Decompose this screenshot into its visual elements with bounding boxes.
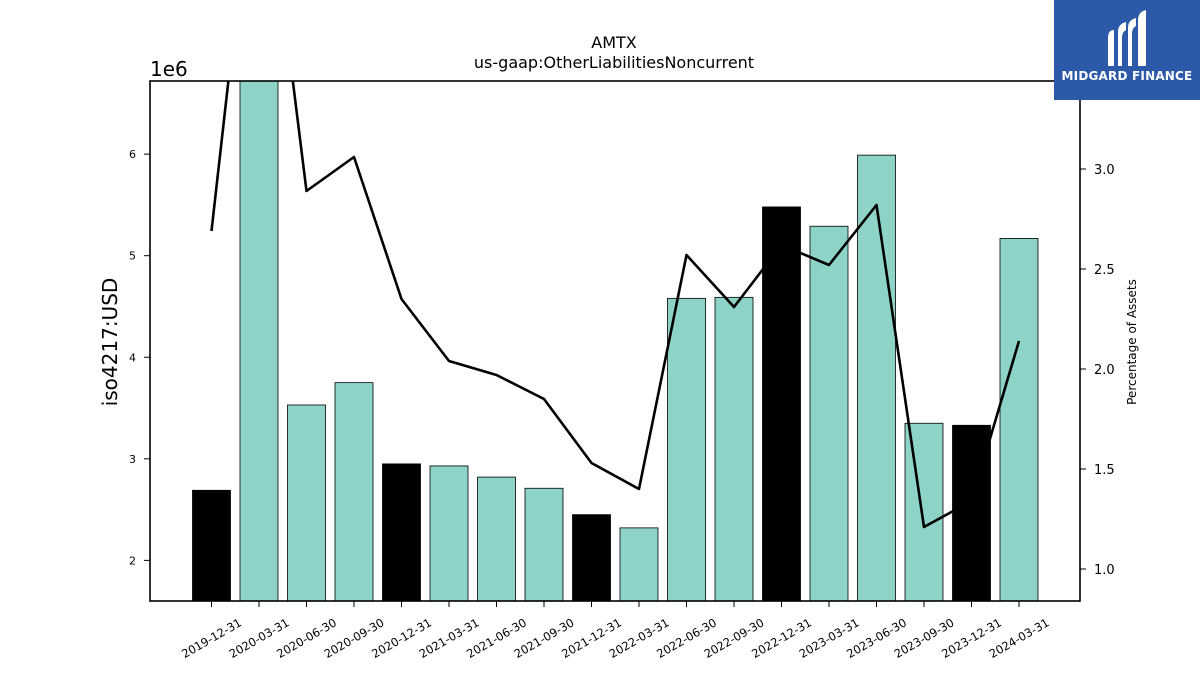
y2-tick-label: 1.0 (1094, 563, 1115, 578)
bar (999, 238, 1039, 601)
bar (239, 81, 279, 601)
bar (192, 489, 231, 601)
bar (429, 465, 469, 601)
bar (477, 476, 516, 601)
bar (572, 514, 611, 601)
bar (334, 382, 374, 601)
bars-layer (192, 81, 1039, 601)
y-axis-label: iso4217:USD (98, 278, 122, 407)
plot-frame (149, 80, 1081, 602)
left-axis: 2 3 4 5 6 (129, 148, 150, 567)
bar (524, 487, 564, 601)
y-tick-label: 6 (129, 148, 136, 161)
percentage-line (210, 81, 1021, 529)
y2-tick-label: 2.5 (1094, 263, 1115, 278)
bar (667, 297, 706, 601)
bar (382, 463, 421, 601)
y2-axis-label: Percentage of Assets (1125, 279, 1139, 405)
y2-tick-label: 2.0 (1094, 363, 1115, 378)
bar (287, 404, 326, 601)
y-tick-label: 5 (129, 250, 136, 263)
y-tick-label: 4 (129, 351, 136, 364)
y2-tick-label: 1.5 (1094, 463, 1115, 478)
bar (904, 422, 944, 601)
chart-title: AMTX (591, 33, 637, 52)
logo-mark-icon (1108, 10, 1146, 66)
y-tick-label: 3 (129, 453, 136, 466)
x-axis: 2019-12-312020-03-312020-06-302020-09-30… (179, 601, 1052, 661)
chart-subtitle: us-gaap:OtherLiabilitiesNoncurrent (474, 53, 754, 72)
midgard-finance-logo: MIDGARD FINANCE (1054, 0, 1200, 100)
y-tick-label: 2 (129, 554, 136, 567)
y-offset-label: 1e6 (150, 57, 188, 81)
bar (809, 225, 849, 601)
bar (762, 206, 801, 601)
y2-tick-label: 3.0 (1094, 163, 1115, 178)
logo-text: MIDGARD FINANCE (1061, 69, 1193, 83)
bar (714, 296, 754, 601)
bar (857, 154, 896, 601)
bar (619, 527, 659, 601)
line-layer (210, 81, 1021, 529)
right-axis: 1.0 1.5 2.0 2.5 3.0 (1080, 163, 1115, 578)
